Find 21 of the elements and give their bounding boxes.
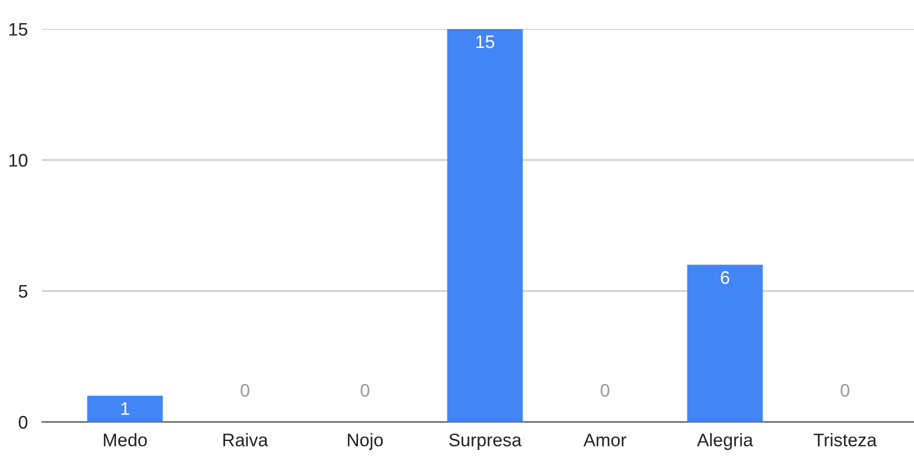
bar	[447, 29, 523, 422]
data-label: 0	[240, 384, 250, 397]
data-label: 0	[360, 384, 370, 397]
bar	[687, 264, 763, 422]
y-tick-label: 0	[18, 416, 28, 429]
data-label: 0	[600, 384, 610, 397]
x-tick-label: Medo	[104, 433, 147, 446]
y-tick-label: 10	[9, 154, 28, 167]
bar	[87, 396, 163, 422]
data-label: 15	[476, 36, 494, 48]
data-label: 1	[121, 402, 130, 415]
y-tick-label: 15	[9, 23, 28, 36]
data-label: 0	[840, 384, 850, 397]
x-tick-label: Tristeza	[814, 433, 877, 446]
y-tick-label: 5	[18, 285, 28, 298]
x-tick-label: Nojo	[348, 433, 383, 450]
x-tick-label: Surpresa	[449, 434, 522, 450]
x-tick-label: Raiva	[223, 433, 268, 446]
x-tick-label: Amor	[583, 434, 626, 446]
data-label: 6	[720, 271, 730, 284]
x-tick-label: Alegria	[696, 433, 754, 450]
